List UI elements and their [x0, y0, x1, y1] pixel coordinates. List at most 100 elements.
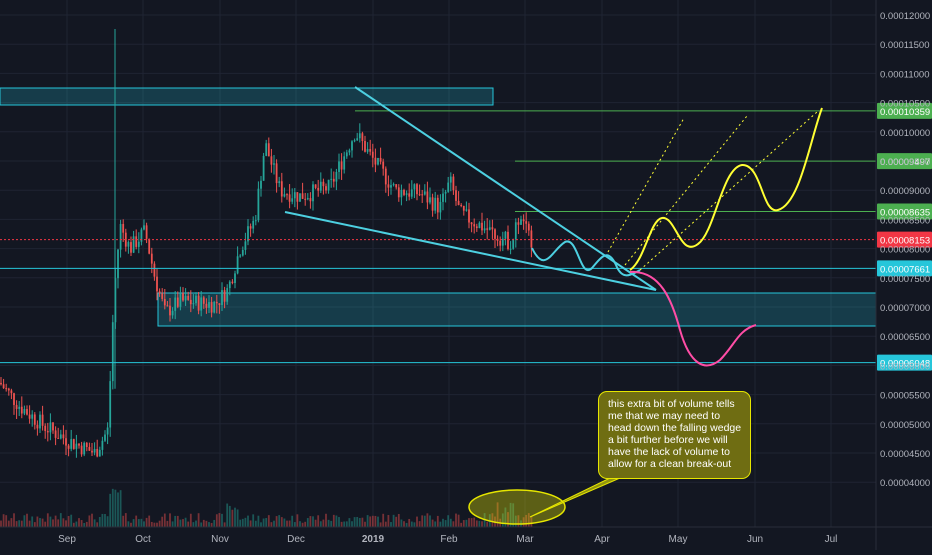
candle-body — [228, 281, 231, 289]
candle-body — [176, 297, 179, 307]
volume-bar — [18, 520, 21, 527]
volume-bar — [106, 516, 109, 527]
volume-bar — [223, 522, 226, 527]
target-projection-arrow[interactable] — [624, 115, 748, 266]
y-tick-label: 0.00009500 — [880, 157, 930, 168]
volume-bar — [124, 513, 127, 527]
volume-bar — [13, 513, 15, 527]
volume-bar — [114, 489, 117, 527]
candle-body — [85, 442, 88, 447]
wedge-upper-trendline[interactable] — [354, 86, 657, 291]
candle-body — [145, 225, 148, 239]
volume-annotation-callout[interactable]: this extra bit of volume tells me that w… — [598, 391, 751, 479]
support-zone[interactable] — [157, 292, 877, 327]
candle-body — [72, 439, 75, 449]
price-level-label: 0.00010359 — [880, 107, 930, 118]
candle-body — [392, 184, 395, 186]
volume-bar — [20, 520, 23, 527]
volume-bar — [304, 521, 307, 527]
wedge-lower-trendline[interactable] — [284, 211, 657, 291]
candle-body — [137, 241, 140, 247]
volume-bar — [330, 520, 333, 527]
resistance-zone[interactable] — [0, 87, 494, 106]
target-projection-arrow[interactable] — [639, 111, 818, 271]
y-tick-label: 0.00012000 — [880, 11, 930, 22]
candle-body — [140, 229, 143, 242]
candle-body — [356, 138, 359, 141]
price-level-label: 0.00007661 — [880, 264, 930, 275]
volume-bar — [265, 518, 268, 527]
volume-bar — [15, 521, 18, 527]
candle-body — [166, 305, 169, 307]
candle-body — [457, 200, 460, 205]
target-projection-arrow[interactable] — [607, 117, 685, 253]
candle-body — [223, 290, 226, 302]
candle-body — [405, 193, 408, 195]
y-tick-label: 0.00006000 — [880, 361, 930, 372]
volume-bar — [436, 515, 439, 527]
volume-bar — [179, 519, 182, 527]
candle-body — [299, 193, 301, 202]
volume-bar — [41, 518, 44, 527]
candle-body — [473, 224, 476, 227]
candle-body — [358, 133, 361, 139]
volume-bar — [109, 493, 112, 527]
volume-bar — [340, 521, 343, 527]
x-tick-label: Jul — [825, 534, 838, 545]
candle-body — [52, 422, 54, 431]
candle-body — [379, 157, 382, 162]
candle-body — [517, 222, 520, 225]
candle-body — [49, 422, 52, 433]
volume-bar — [291, 515, 294, 527]
candle-body — [364, 141, 366, 152]
candle-body — [208, 302, 210, 308]
candle-body — [236, 256, 239, 274]
volume-bar — [93, 519, 96, 527]
volume-bar — [278, 515, 281, 527]
bullish-projection-path[interactable] — [629, 107, 823, 271]
volume-highlight-ellipse[interactable] — [468, 489, 566, 525]
candle-body — [512, 239, 515, 249]
candle-body — [286, 194, 288, 196]
candle-body — [340, 161, 343, 170]
candle-body — [31, 414, 34, 419]
candle-body — [197, 295, 200, 311]
price-level-tag — [877, 231, 932, 248]
candle-body — [78, 443, 80, 446]
volume-bar — [416, 516, 418, 527]
volume-bar — [447, 515, 450, 527]
volume-bar — [426, 513, 429, 527]
candle-body — [26, 409, 28, 415]
volume-bar — [234, 507, 236, 527]
candle-body — [371, 151, 374, 158]
candle-body — [158, 291, 161, 294]
volume-bar — [28, 520, 31, 527]
volume-bar — [148, 515, 151, 527]
candle-body — [330, 178, 333, 180]
volume-bar — [78, 518, 80, 527]
volume-bar — [397, 513, 400, 527]
volume-bar — [88, 515, 91, 527]
volume-bar — [351, 521, 353, 527]
candle-body — [345, 152, 348, 157]
volume-bar — [343, 521, 346, 527]
candle-body — [254, 220, 257, 222]
candle-body — [317, 187, 320, 191]
volume-bar — [75, 521, 78, 527]
volume-bar — [392, 514, 395, 527]
volume-bar — [405, 522, 408, 527]
volume-bar — [252, 514, 255, 527]
projected-consolidation-path[interactable] — [531, 240, 641, 277]
x-tick-label: Feb — [440, 534, 458, 545]
candle-body — [397, 187, 400, 198]
bearish-projection-path[interactable] — [629, 270, 757, 367]
candle-body — [104, 434, 106, 441]
volume-bar — [46, 513, 49, 527]
volume-bar — [348, 518, 351, 527]
volume-bar — [143, 521, 145, 527]
candle-body — [447, 182, 450, 192]
candle-body — [494, 229, 496, 239]
volume-bar — [2, 514, 5, 527]
